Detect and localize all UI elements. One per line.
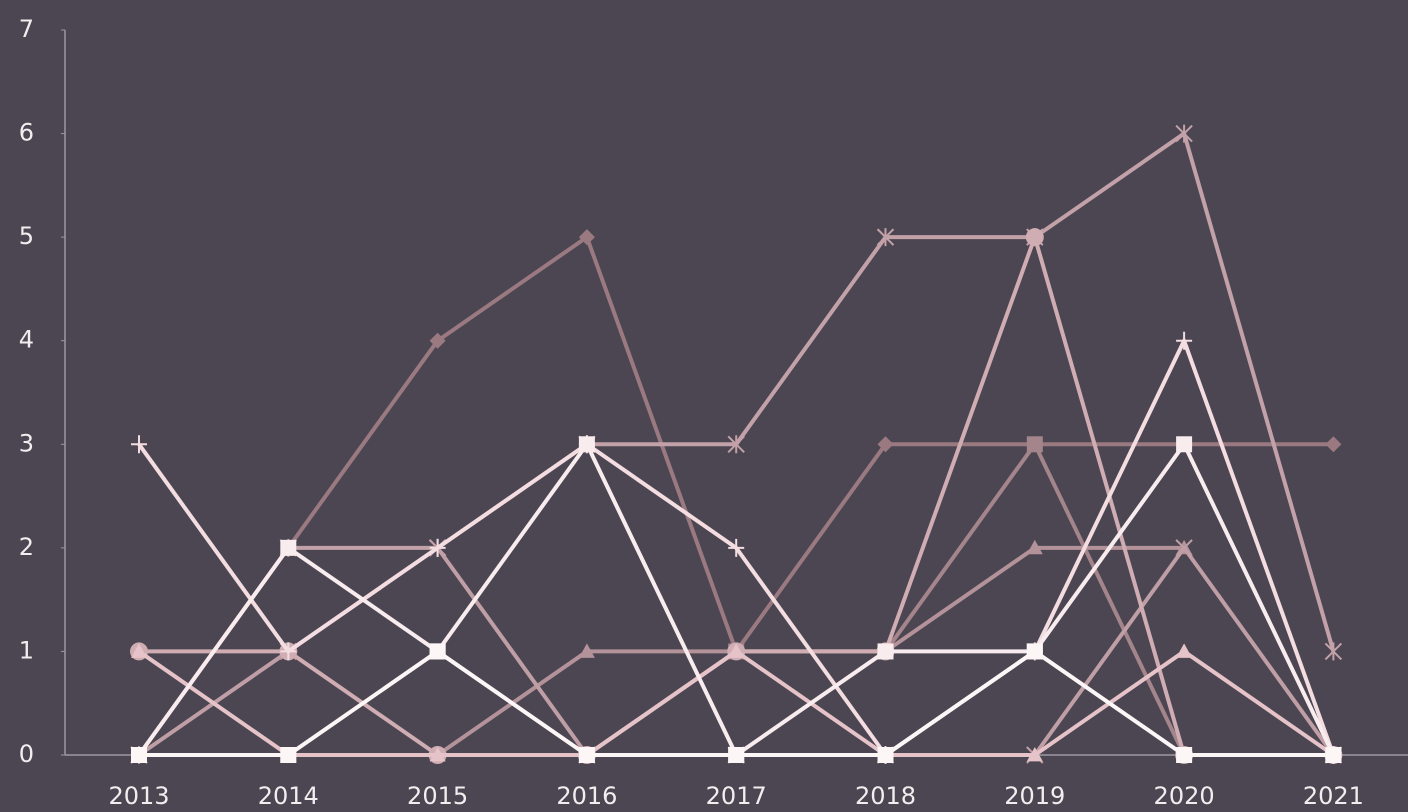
- series-line: [139, 235, 1334, 757]
- y-tick-label: 5: [19, 222, 34, 250]
- marker: [1025, 228, 1044, 247]
- x-tick-label: 2017: [706, 782, 767, 810]
- y-tick-label: 6: [19, 119, 34, 147]
- marker: [1324, 642, 1343, 661]
- series: [130, 228, 1343, 764]
- marker: [578, 229, 595, 246]
- x-tick-label: 2013: [108, 782, 169, 810]
- marker: [1325, 747, 1342, 763]
- y-tick-label: 3: [19, 429, 34, 457]
- marker: [429, 747, 446, 762]
- marker: [280, 747, 297, 763]
- marker: [1325, 436, 1342, 453]
- y-tick-label: 2: [19, 533, 34, 561]
- series-line: [139, 649, 1334, 757]
- marker: [728, 643, 745, 658]
- marker: [578, 747, 595, 763]
- marker: [877, 643, 894, 660]
- marker: [727, 435, 745, 454]
- y-tick-label: 0: [19, 740, 34, 768]
- x-tick-label: 2021: [1303, 782, 1364, 810]
- marker: [1026, 436, 1043, 453]
- marker: [578, 436, 595, 453]
- marker: [877, 436, 894, 453]
- x-tick-label: 2018: [855, 782, 916, 810]
- x-tick-label: 2014: [258, 782, 319, 810]
- series: [131, 229, 1342, 763]
- x-tick-label: 2015: [407, 782, 468, 810]
- marker: [578, 643, 595, 658]
- marker: [1176, 436, 1193, 453]
- marker: [429, 332, 446, 349]
- marker: [877, 747, 894, 763]
- marker: [131, 747, 147, 763]
- series: [131, 436, 1342, 763]
- marker: [131, 435, 147, 454]
- marker: [1176, 331, 1193, 350]
- marker: [1026, 539, 1043, 555]
- series-line: [137, 442, 1336, 757]
- marker: [1026, 643, 1043, 660]
- marker: [280, 642, 297, 661]
- y-tick-label: 1: [19, 636, 34, 664]
- marker: [131, 643, 147, 658]
- marker: [1026, 747, 1043, 762]
- y-tick-label: 4: [19, 326, 34, 354]
- marker: [429, 538, 446, 557]
- series: [131, 436, 1342, 763]
- series-line: [137, 235, 1334, 757]
- x-tick-label: 2019: [1004, 782, 1065, 810]
- marker: [1176, 643, 1193, 658]
- x-tick-label: 2020: [1154, 782, 1215, 810]
- marker: [1176, 747, 1193, 763]
- marker: [728, 747, 745, 763]
- x-tick-label: 2016: [556, 782, 617, 810]
- marker: [429, 643, 446, 660]
- marker: [1175, 539, 1193, 557]
- series-line: [137, 649, 1335, 757]
- y-tick-label: 7: [19, 15, 34, 43]
- marker: [280, 539, 297, 556]
- series: [131, 643, 1342, 763]
- marker: [1175, 124, 1193, 143]
- marker: [876, 228, 895, 247]
- marker: [728, 538, 745, 557]
- series-line: [139, 442, 1334, 757]
